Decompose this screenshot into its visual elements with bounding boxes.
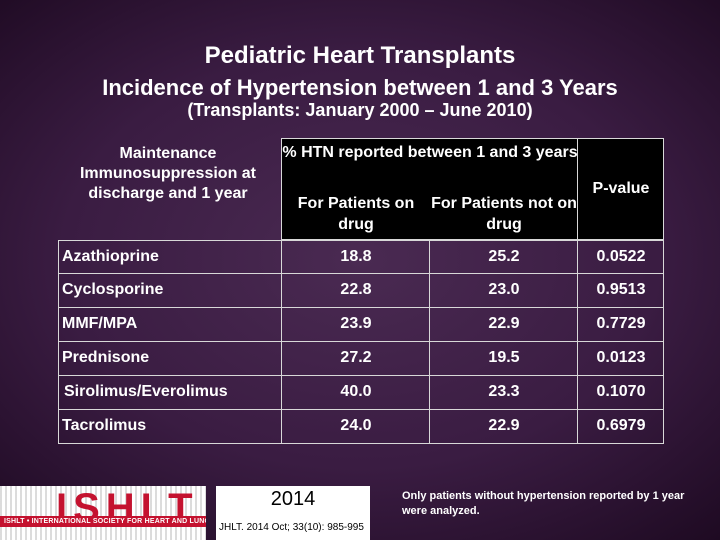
- table-row: MMF/MPA 23.9 22.9 0.7729: [58, 308, 664, 342]
- value-p-value: 0.0522: [596, 248, 646, 265]
- citation-year: 2014: [270, 488, 316, 510]
- logo-stripes: [0, 486, 206, 540]
- value-on-drug: 27.2: [340, 349, 372, 366]
- value-not-on-drug: 23.0: [488, 281, 520, 298]
- drug-name: Cyclosporine: [62, 281, 164, 298]
- header-p-value: P-value: [592, 180, 650, 197]
- drug-name: Sirolimus/Everolimus: [64, 383, 228, 400]
- span-header: % HTN reported between 1 and 3 years: [282, 144, 578, 161]
- table-row: Prednisone 27.2 19.5 0.0123: [58, 342, 664, 376]
- ishlt-logo: ISHLT ISHLT • INTERNATIONAL SOCIETY FOR …: [0, 486, 206, 540]
- value-p-value: 0.9513: [596, 281, 646, 298]
- table-row: Sirolimus/Everolimus 40.0 23.3 0.1070: [58, 376, 664, 410]
- data-table: Azathioprine 18.8 25.2 0.0522 Cyclospori…: [58, 240, 664, 444]
- value-p-value: 0.6979: [596, 417, 646, 434]
- value-on-drug: 40.0: [340, 383, 372, 400]
- value-not-on-drug: 23.3: [488, 383, 520, 400]
- drug-name: Tacrolimus: [62, 417, 147, 434]
- value-not-on-drug: 22.9: [488, 417, 520, 434]
- value-on-drug: 23.9: [340, 315, 372, 332]
- table-row: Azathioprine 18.8 25.2 0.0522: [58, 240, 664, 274]
- table-row: Cyclosporine 22.8 23.0 0.9513: [58, 274, 664, 308]
- value-on-drug: 24.0: [340, 417, 372, 434]
- header-divider: [577, 139, 578, 239]
- table-row: Tacrolimus 24.0 22.9 0.6979: [58, 410, 664, 444]
- drug-name: Azathioprine: [62, 248, 159, 265]
- drug-name: Prednisone: [62, 349, 150, 366]
- value-on-drug: 18.8: [340, 248, 372, 265]
- slide-subtitle: Incidence of Hypertension between 1 and …: [102, 75, 618, 100]
- citation-text: JHLT. 2014 Oct; 33(10): 985-995: [219, 522, 364, 533]
- value-not-on-drug: 19.5: [488, 349, 520, 366]
- slide-title: Pediatric Heart Transplants: [204, 42, 516, 69]
- citation-box: 2014 JHLT. 2014 Oct; 33(10): 985-995: [216, 486, 370, 540]
- logo-band: [0, 516, 206, 527]
- header-on-drug: For Patients on drug: [297, 195, 415, 233]
- column-header-group: % HTN reported between 1 and 3 years For…: [281, 138, 664, 240]
- slide-period: (Transplants: January 2000 – June 2010): [187, 100, 533, 120]
- value-not-on-drug: 22.9: [488, 315, 520, 332]
- value-not-on-drug: 25.2: [488, 248, 520, 265]
- value-p-value: 0.0123: [596, 349, 646, 366]
- value-p-value: 0.7729: [596, 315, 646, 332]
- value-p-value: 0.1070: [596, 383, 646, 400]
- footnote: Only patients without hypertension repor…: [402, 490, 685, 517]
- header-not-on-drug: For Patients not on drug: [431, 195, 577, 233]
- drug-name: MMF/MPA: [62, 315, 138, 332]
- logo-tagline: ISHLT • INTERNATIONAL SOCIETY FOR HEART …: [4, 518, 206, 525]
- value-on-drug: 22.8: [340, 281, 372, 298]
- row-header-cell: Maintenance Immunosuppression at dischar…: [79, 145, 257, 202]
